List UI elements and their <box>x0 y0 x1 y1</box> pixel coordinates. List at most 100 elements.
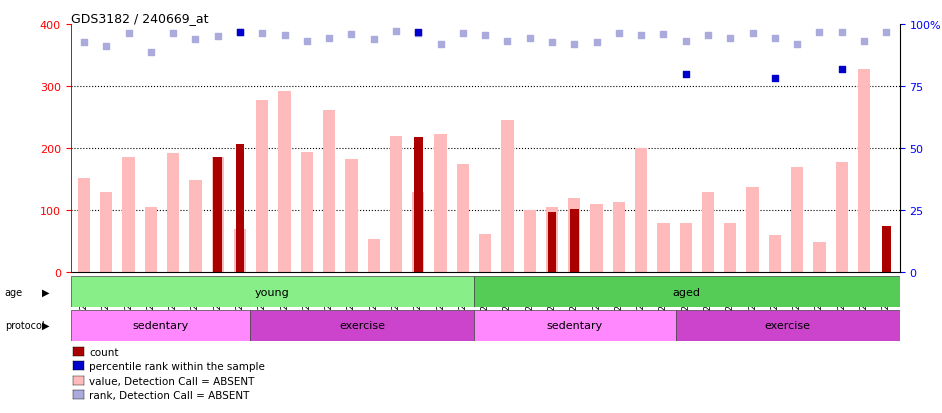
Point <box>522 36 537 43</box>
Point <box>834 66 849 73</box>
Point <box>76 40 91 47</box>
Point <box>210 34 225 40</box>
Text: percentile rank within the sample: percentile rank within the sample <box>89 361 266 371</box>
Point <box>544 40 560 46</box>
Bar <box>457 164 469 273</box>
Text: sedentary: sedentary <box>546 320 603 330</box>
Bar <box>236 145 245 273</box>
Bar <box>635 149 647 273</box>
Bar <box>702 192 714 273</box>
Point <box>411 31 426 38</box>
Bar <box>213 158 222 273</box>
Bar <box>279 92 291 273</box>
Bar <box>414 138 423 273</box>
Point <box>567 42 582 49</box>
Text: protocol: protocol <box>5 320 44 330</box>
Text: count: count <box>89 347 119 357</box>
Bar <box>501 121 513 273</box>
Text: sedentary: sedentary <box>132 320 188 330</box>
Point <box>789 41 804 48</box>
Point <box>122 31 137 38</box>
Point <box>768 35 783 42</box>
Text: ▶: ▶ <box>42 320 50 330</box>
Bar <box>769 235 781 273</box>
Bar <box>568 198 580 273</box>
Text: young: young <box>255 287 289 297</box>
Bar <box>346 159 358 273</box>
Point <box>589 40 604 47</box>
Bar <box>612 203 625 273</box>
Point <box>478 33 493 39</box>
Point <box>500 38 515 45</box>
Bar <box>479 234 492 273</box>
Point <box>812 30 827 36</box>
Point <box>99 43 114 50</box>
Text: age: age <box>5 287 23 297</box>
Point <box>366 37 382 44</box>
Bar <box>524 211 536 273</box>
Bar <box>545 207 558 273</box>
Point <box>879 30 894 36</box>
Text: ▶: ▶ <box>42 287 50 297</box>
Bar <box>250 310 474 341</box>
Text: rank, Detection Call = ABSENT: rank, Detection Call = ABSENT <box>89 390 250 400</box>
Point <box>300 38 315 45</box>
Point <box>254 31 269 38</box>
Bar <box>413 192 425 273</box>
Point <box>344 32 359 39</box>
Bar <box>474 310 675 341</box>
Bar <box>189 181 202 273</box>
Point <box>321 36 336 43</box>
Bar <box>234 229 246 273</box>
Point <box>701 33 716 39</box>
Point <box>433 41 448 48</box>
Bar <box>145 207 157 273</box>
Point <box>723 36 738 43</box>
Text: exercise: exercise <box>765 320 810 330</box>
Point <box>166 31 181 38</box>
Bar <box>791 167 804 273</box>
Bar <box>78 178 90 273</box>
Bar <box>100 192 112 273</box>
Bar <box>570 209 578 273</box>
Point <box>745 31 760 38</box>
Point <box>856 39 871 45</box>
Bar <box>256 101 268 273</box>
Text: aged: aged <box>673 287 701 297</box>
Bar <box>71 310 250 341</box>
Point <box>611 30 626 37</box>
Bar <box>836 162 848 273</box>
Point <box>143 50 158 56</box>
Point <box>768 76 783 83</box>
Bar <box>71 277 474 308</box>
Bar <box>882 226 891 273</box>
Bar <box>122 158 135 273</box>
Point <box>634 33 649 39</box>
Point <box>678 39 693 45</box>
Bar <box>724 223 737 273</box>
Text: exercise: exercise <box>339 320 385 330</box>
Point <box>233 30 248 36</box>
Bar <box>474 277 900 308</box>
Bar <box>746 188 758 273</box>
Bar <box>658 223 670 273</box>
Bar <box>212 158 224 273</box>
Point <box>411 30 426 36</box>
Text: value, Detection Call = ABSENT: value, Detection Call = ABSENT <box>89 376 255 386</box>
Bar <box>434 135 447 273</box>
Bar <box>323 110 335 273</box>
Bar <box>367 240 380 273</box>
Bar <box>390 136 402 273</box>
Bar <box>813 243 825 273</box>
Bar <box>300 153 313 273</box>
Point <box>834 30 849 36</box>
Point <box>233 30 248 36</box>
Point <box>656 31 671 38</box>
Point <box>187 37 203 44</box>
Bar <box>591 204 603 273</box>
Point <box>455 30 470 37</box>
Bar <box>858 70 870 273</box>
Bar <box>167 154 179 273</box>
Point <box>678 71 693 78</box>
Text: GDS3182 / 240669_at: GDS3182 / 240669_at <box>71 12 208 25</box>
